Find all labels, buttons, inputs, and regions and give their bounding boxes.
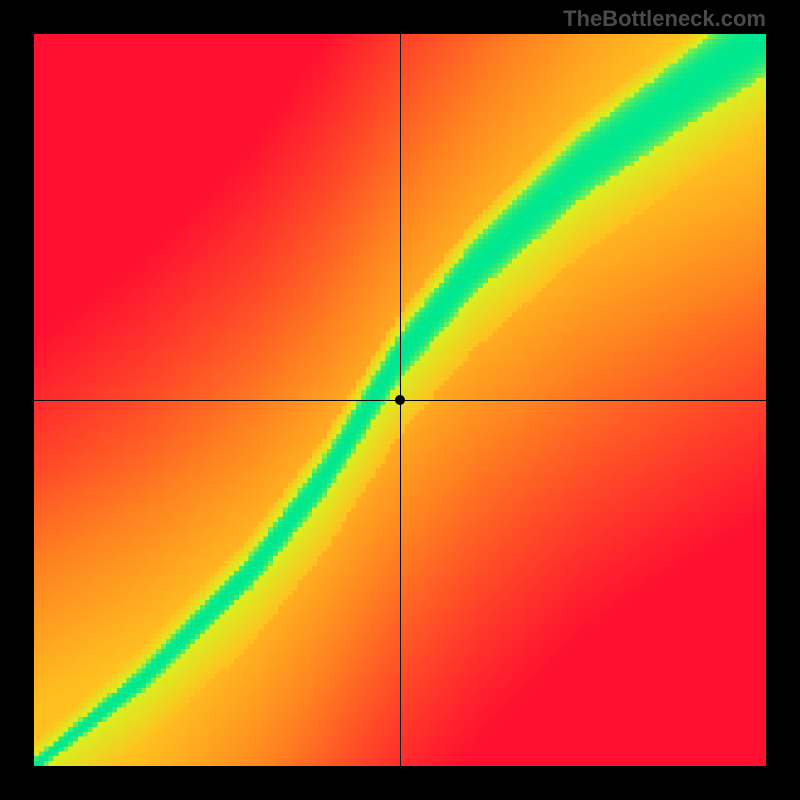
watermark-text: TheBottleneck.com: [563, 6, 766, 32]
crosshair-point: [395, 395, 405, 405]
